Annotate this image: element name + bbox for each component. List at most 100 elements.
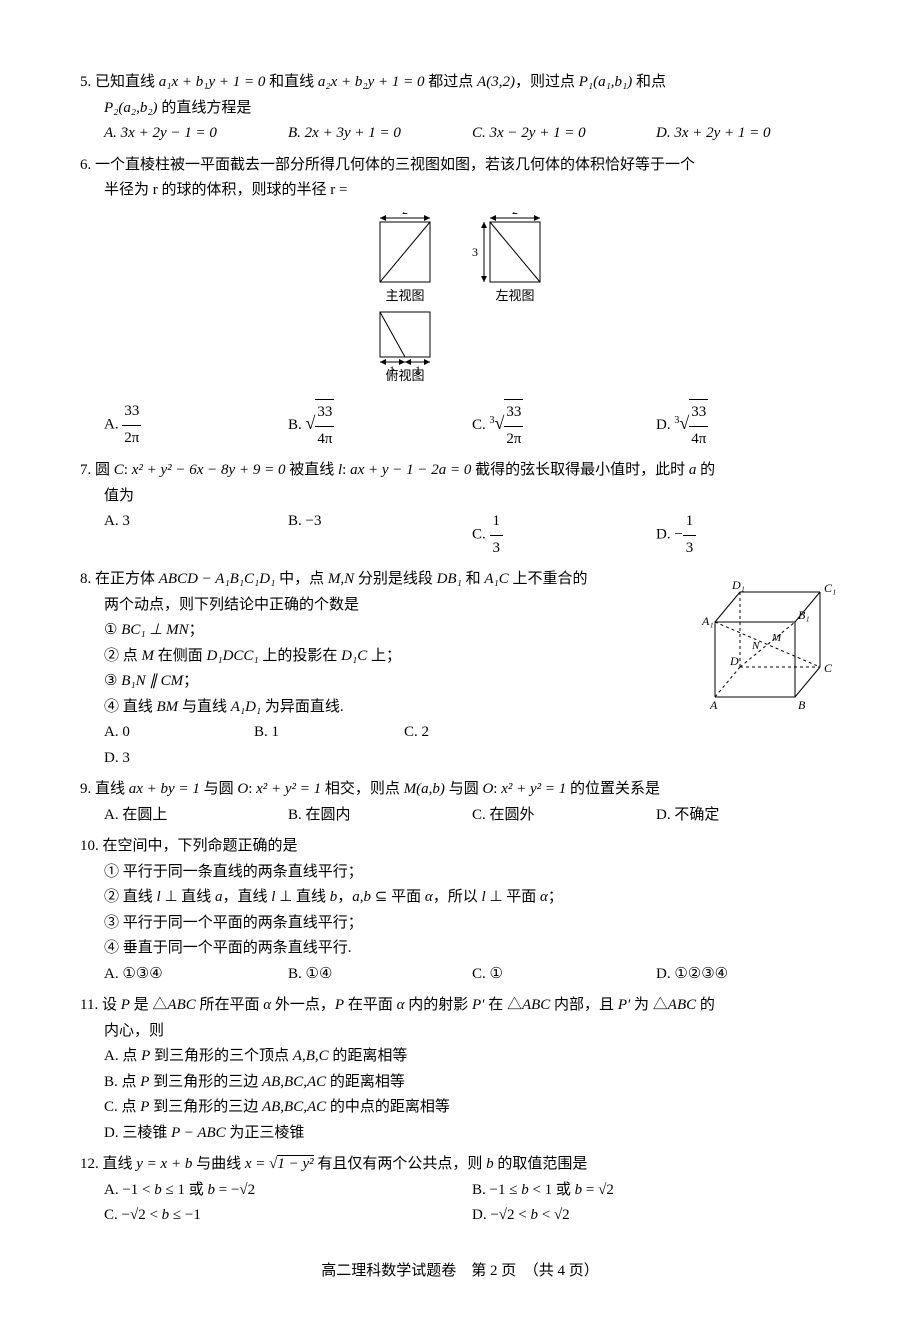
svg-text:B: B [798, 698, 806, 712]
side-h: 3 [472, 245, 478, 259]
q5-eq1: a₁x + b₁y + 1 = 0 [159, 74, 266, 90]
q11-num: 11. [80, 997, 98, 1013]
svg-text:A: A [709, 698, 718, 712]
svg-text:C: C [824, 661, 833, 675]
q12-options: A. −1 < b ≤ 1 或 b = −√2 B. −1 ≤ b < 1 或 … [80, 1178, 840, 1229]
q12-opt-a: A. −1 < b ≤ 1 或 b = −√2 [104, 1178, 472, 1204]
question-9: 9. 直线 ax + by = 1 与圆 O: x² + y² = 1 相交，则… [80, 777, 840, 828]
q5-ptA: A(3,2) [477, 74, 515, 90]
svg-text:D: D [729, 654, 739, 668]
q12-opt-b: B. −1 ≤ b < 1 或 b = √2 [472, 1178, 840, 1204]
q5-num: 5. [80, 74, 91, 90]
q5-t1: 已知直线 [95, 74, 159, 90]
q5-l2a: P₂(a₂,b₂) [104, 100, 158, 116]
q5-opt-d: D. 3x + 2y + 1 = 0 [656, 121, 840, 147]
q10-opt-c: C. ① [472, 962, 656, 988]
q6-t2: 半径为 r 的球的体积，则球的半径 r = [80, 178, 840, 204]
svg-text:D₁: D₁ [731, 578, 745, 592]
q6-opt-d: D. 3√334π [656, 399, 840, 452]
question-10: 10. 在空间中，下列命题正确的是 ① 平行于同一条直线的两条直线平行； ② 直… [80, 834, 840, 987]
q6-num: 6. [80, 157, 91, 173]
q10-opt-d: D. ①②③④ [656, 962, 840, 988]
q11-opt-a: A. 点 P 到三角形的三个顶点 A,B,C 的距离相等 [80, 1044, 840, 1070]
q5-t4: ，则过点 [515, 74, 579, 90]
q10-s2: ② 直线 l ⊥ 直线 a，直线 l ⊥ 直线 b，a,b ⊆ 平面 α，所以 … [80, 885, 840, 911]
q6-opt-c: C. 3√332π [472, 399, 656, 452]
side-cap: 左视图 [495, 288, 534, 303]
top-cap: 俯视图 [385, 368, 424, 382]
q7-t2: 值为 [80, 484, 840, 510]
question-7: 7. 圆 C: x² + y² − 6x − 8y + 9 = 0 被直线 l:… [80, 458, 840, 561]
q7-opt-b: B. −3 [288, 509, 472, 561]
q9-opt-b: B. 在圆内 [288, 803, 472, 829]
q8-opt-b: B. 1 [254, 720, 404, 746]
question-11: 11. 设 P 是 △ABC 所在平面 α 外一点，P 在平面 α 内的射影 P… [80, 993, 840, 1146]
q10-opt-a: A. ①③④ [104, 962, 288, 988]
q11-t1: 设 P 是 △ABC 所在平面 α 外一点，P 在平面 α 内的射影 P′ 在 … [102, 997, 715, 1013]
q5-options: A. 3x + 2y − 1 = 0 B. 2x + 3y + 1 = 0 C.… [80, 121, 840, 147]
q9-opt-d: D. 不确定 [656, 803, 840, 829]
q8-opt-a: A. 0 [104, 720, 254, 746]
q8-num: 8. [80, 571, 91, 587]
q10-s1: ① 平行于同一条直线的两条直线平行； [80, 860, 840, 886]
q10-num: 10. [80, 838, 99, 854]
q5-opt-b: B. 2x + 3y + 1 = 0 [288, 121, 472, 147]
q10-text: 在空间中，下列命题正确的是 [103, 838, 298, 854]
question-5: 5. 已知直线 a₁x + b₁y + 1 = 0 和直线 a₂x + b₂y … [80, 70, 840, 147]
svg-text:C₁: C₁ [824, 581, 836, 595]
question-12: 12. 直线 y = x + b 与曲线 x = √1 − y² 有且仅有两个公… [80, 1152, 840, 1229]
q7-opt-c: C. 13 [472, 509, 656, 561]
q5-t5: 和点 [632, 74, 666, 90]
svg-text:B₁: B₁ [798, 608, 810, 622]
q11-t2: 内心，则 [80, 1019, 840, 1045]
q12-opt-c: C. −√2 < b ≤ −1 [104, 1203, 472, 1229]
q11-opt-c: C. 点 P 到三角形的三边 AB,BC,AC 的中点的距离相等 [80, 1095, 840, 1121]
front-cap: 主视图 [385, 288, 424, 303]
q9-opt-c: C. 在圆外 [472, 803, 656, 829]
q10-s3: ③ 平行于同一个平面的两条直线平行； [80, 911, 840, 937]
q9-num: 9. [80, 781, 91, 797]
q9-options: A. 在圆上 B. 在圆内 C. 在圆外 D. 不确定 [80, 803, 840, 829]
q7-opt-d: D. −13 [656, 509, 840, 561]
q5-ptP1: P₁(a₁,b₁) [579, 74, 633, 90]
q6-three-views: 2 主视图 2 3 左视图 [80, 212, 840, 392]
q6-options: A. 332π B. √334π C. 3√332π D. 3√334π [80, 399, 840, 452]
q5-l2b: 的直线方程是 [158, 100, 252, 116]
front-w: 2 [402, 212, 408, 217]
q7-options: A. 3 B. −3 C. 13 D. −13 [80, 509, 840, 561]
q8-opt-c: C. 2 [404, 720, 554, 746]
q8-options: A. 0 B. 1 C. 2 D. 3 [80, 720, 680, 771]
q7-opt-a: A. 3 [104, 509, 288, 561]
cube-figure: A B C D A₁ B₁ C₁ D₁ M N [690, 567, 840, 727]
q10-s4: ④ 垂直于同一个平面的两条直线平行. [80, 936, 840, 962]
q5-eq2: a₂x + b₂y + 1 = 0 [318, 74, 425, 90]
q7-num: 7. [80, 462, 91, 478]
page-footer: 高二理科数学试题卷 第 2 页 （共 4 页） [80, 1259, 840, 1285]
q6-opt-a: A. 332π [104, 399, 288, 452]
q9-opt-a: A. 在圆上 [104, 803, 288, 829]
q6-opt-b: B. √334π [288, 399, 472, 452]
q12-opt-d: D. −√2 < b < √2 [472, 1203, 840, 1229]
q8-t1: 在正方体 ABCD − A₁B₁C₁D₁ 中，点 M,N 分别是线段 DB₁ 和… [95, 571, 587, 587]
q11-opt-d: D. 三棱锥 P − ABC 为正三棱锥 [80, 1121, 840, 1147]
q6-t1: 一个直棱柱被一平面截去一部分所得几何体的三视图如图，若该几何体的体积恰好等于一个 [95, 157, 695, 173]
q7-t1: 圆 C: x² + y² − 6x − 8y + 9 = 0 被直线 l: ax… [95, 462, 715, 478]
q11-opt-b: B. 点 P 到三角形的三边 AB,BC,AC 的距离相等 [80, 1070, 840, 1096]
svg-text:M: M [771, 632, 782, 644]
svg-text:N: N [751, 640, 760, 652]
q9-text: 直线 ax + by = 1 与圆 O: x² + y² = 1 相交，则点 M… [95, 781, 660, 797]
q5-t3: 都过点 [425, 74, 478, 90]
question-8: A B C D A₁ B₁ C₁ D₁ M N 8. 在正方体 ABCD − A… [80, 567, 840, 771]
side-w: 2 [512, 212, 518, 217]
svg-text:A₁: A₁ [701, 614, 714, 628]
q5-t2: 和直线 [265, 74, 318, 90]
q8-opt-d: D. 3 [104, 746, 254, 772]
question-6: 6. 一个直棱柱被一平面截去一部分所得几何体的三视图如图，若该几何体的体积恰好等… [80, 153, 840, 453]
q5-opt-a: A. 3x + 2y − 1 = 0 [104, 121, 288, 147]
q5-opt-c: C. 3x − 2y + 1 = 0 [472, 121, 656, 147]
q10-options: A. ①③④ B. ①④ C. ① D. ①②③④ [80, 962, 840, 988]
q10-opt-b: B. ①④ [288, 962, 472, 988]
three-views-svg: 2 主视图 2 3 左视图 [350, 212, 570, 382]
q12-text: 直线 y = x + b 与曲线 x = √1 − y² 有且仅有两个公共点，则… [103, 1155, 588, 1172]
q12-num: 12. [80, 1156, 99, 1172]
